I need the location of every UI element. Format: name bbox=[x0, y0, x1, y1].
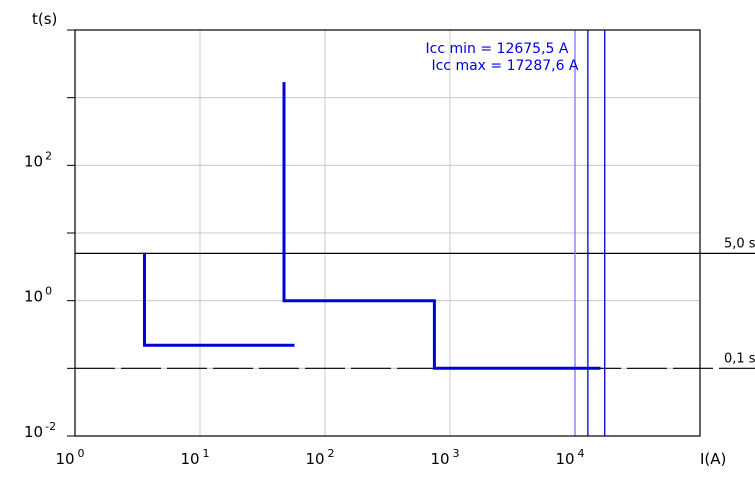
icc-annotation-0: Icc min = 12675,5 A bbox=[426, 41, 569, 57]
y-tick-exponent: 2 bbox=[45, 149, 52, 162]
y-tick-exponent: 0 bbox=[45, 285, 52, 298]
x-tick-base: 10 bbox=[305, 450, 324, 468]
x-tick-exponent: 0 bbox=[78, 447, 85, 460]
y-tick-exponent: -2 bbox=[45, 420, 56, 433]
plot-frame bbox=[74, 29, 701, 437]
x-tick-label: 10 3 bbox=[430, 447, 459, 468]
y-axis-label: t(s) bbox=[32, 10, 57, 28]
x-tick-exponent: 2 bbox=[328, 447, 335, 460]
x-tick-exponent: 1 bbox=[203, 447, 210, 460]
trip-curve-series-1 bbox=[282, 82, 601, 370]
x-tick-label: 10 2 bbox=[305, 447, 334, 468]
x-tick-label: 10 0 bbox=[55, 447, 84, 468]
x-tick-base: 10 bbox=[55, 450, 74, 468]
y-tick-label: 10 2 bbox=[24, 149, 52, 170]
x-tick-exponent: 4 bbox=[578, 447, 585, 460]
y-tick-label: 10 -2 bbox=[24, 420, 56, 441]
y-tick-base: 10 bbox=[24, 423, 43, 441]
y-tick-label: 10 0 bbox=[24, 285, 52, 306]
reference-line-label: 0,1 s bbox=[724, 351, 755, 366]
trip-curve-series-0 bbox=[143, 252, 295, 347]
y-tick-base: 10 bbox=[24, 288, 43, 306]
reference-line-label: 5,0 s bbox=[724, 236, 755, 251]
x-axis-label: I(A) bbox=[700, 450, 726, 468]
y-tick-base: 10 bbox=[24, 152, 43, 170]
x-tick-base: 10 bbox=[430, 450, 449, 468]
x-tick-base: 10 bbox=[180, 450, 199, 468]
x-tick-label: 10 4 bbox=[555, 447, 584, 468]
x-tick-base: 10 bbox=[555, 450, 574, 468]
icc-annotation-1: Icc max = 17287,6 A bbox=[431, 58, 578, 74]
x-tick-exponent: 3 bbox=[453, 447, 460, 460]
x-tick-label: 10 1 bbox=[180, 447, 209, 468]
